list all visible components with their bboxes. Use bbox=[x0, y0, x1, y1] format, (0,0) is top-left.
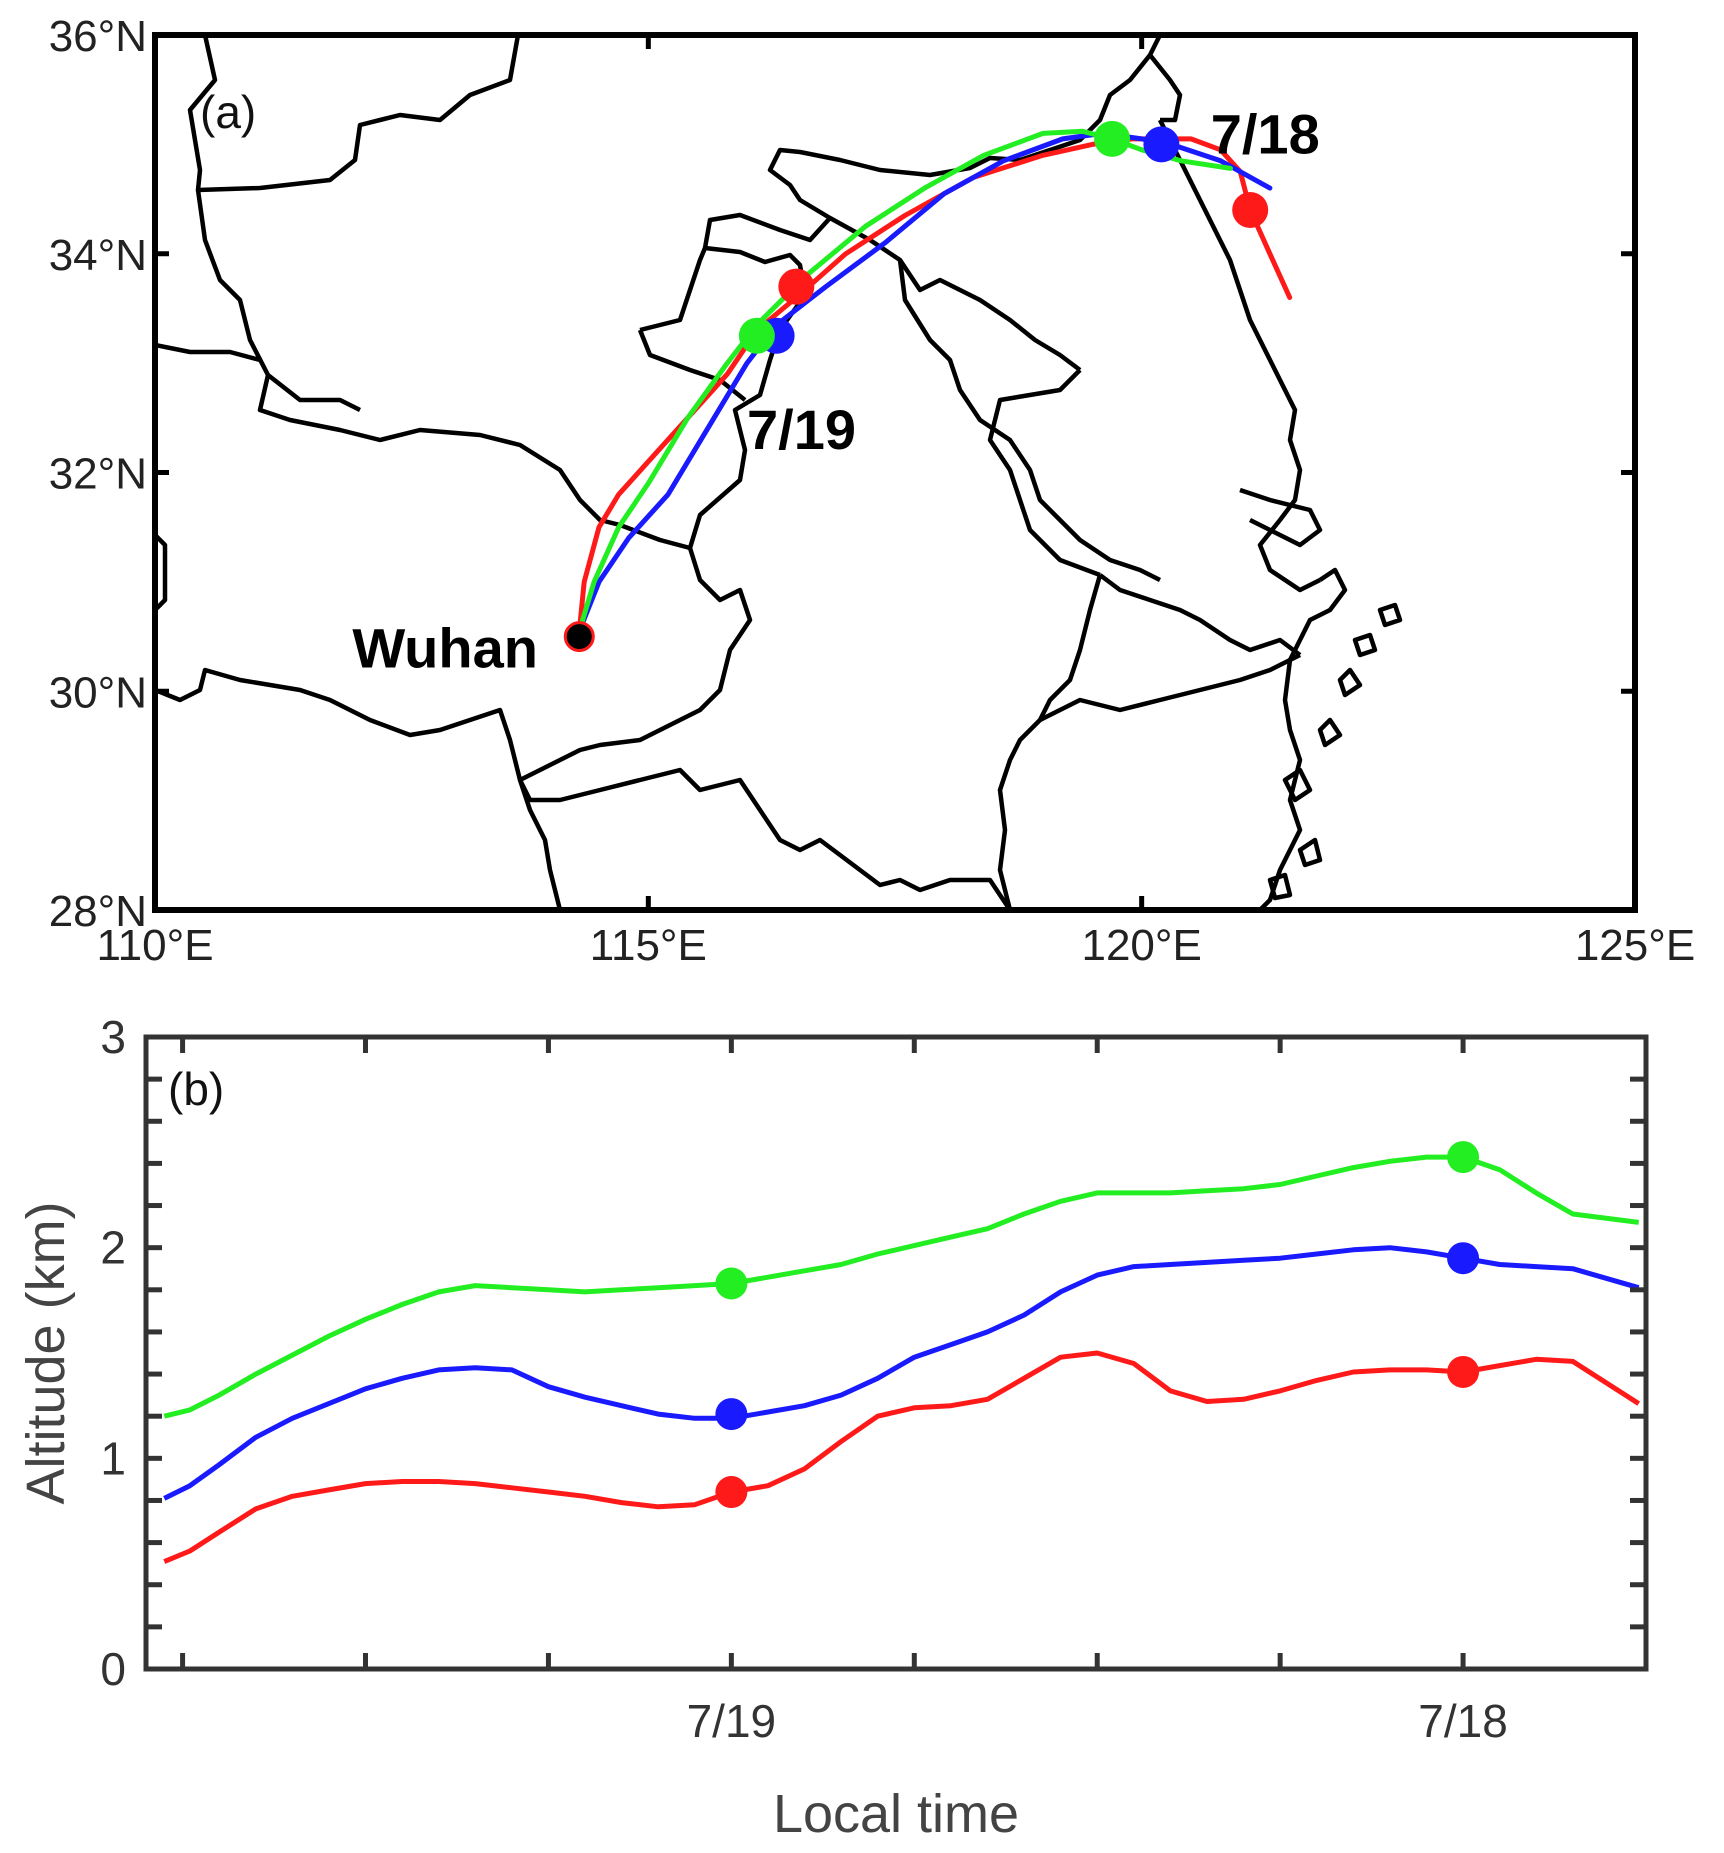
y-tick-label: 28°N bbox=[49, 887, 147, 936]
altitude-marker-green bbox=[715, 1267, 748, 1300]
y-tick-label: 34°N bbox=[49, 231, 147, 280]
boundary-line bbox=[1148, 53, 1183, 123]
trajectory-line-blue bbox=[576, 130, 1273, 634]
x-tick-label: 7/19 bbox=[687, 1695, 777, 1747]
origin-marker-wuhan bbox=[563, 621, 595, 653]
x-tick-label: 115°E bbox=[590, 921, 707, 970]
trajectory-line-green bbox=[576, 128, 1233, 634]
y-tick-label: 1 bbox=[100, 1432, 126, 1484]
boundary-line bbox=[1038, 652, 1302, 723]
altitude-panel: 7/19 7/18 0 1 2 3 (b) Local time Altitude (km… bbox=[16, 1011, 1649, 1844]
boundary-line bbox=[1267, 602, 1403, 901]
boundary-line bbox=[637, 329, 747, 402]
trajectory-marker-red bbox=[1232, 192, 1269, 228]
boundary-line bbox=[195, 189, 362, 413]
boundary-line bbox=[987, 368, 1101, 578]
boundary-line bbox=[155, 533, 168, 612]
y-tick-label: 30°N bbox=[49, 668, 147, 717]
altitude-marker-red bbox=[715, 1476, 748, 1509]
altitude-lines bbox=[163, 1141, 1641, 1564]
altitude-line-green bbox=[163, 1154, 1640, 1419]
boundary-line bbox=[155, 667, 1012, 910]
trajectory-tracks bbox=[576, 120, 1293, 634]
map-ticks: 110°E 115°E 120°E 125°E 28°N 30°N 32°N 34°N 36°N bbox=[49, 12, 1695, 970]
x-tick-label: 7/18 bbox=[1418, 1695, 1508, 1747]
annotation-7-19: 7/19 bbox=[747, 398, 856, 461]
altitude-marker-green bbox=[1447, 1141, 1480, 1174]
boundary-line bbox=[1239, 487, 1323, 548]
map-panel: 110°E 115°E 120°E 125°E 28°N 30°N 32°N 34°N 36°N… bbox=[49, 12, 1695, 970]
annotation-wuhan: Wuhan bbox=[352, 617, 538, 680]
trajectory-marker-green bbox=[738, 317, 775, 354]
boundary-line bbox=[828, 216, 1082, 372]
y-tick-label: 0 bbox=[100, 1643, 126, 1695]
y-tick-label: 2 bbox=[100, 1222, 126, 1274]
trajectory-marker-green bbox=[1094, 120, 1131, 157]
altitude-marker-blue bbox=[1447, 1242, 1480, 1275]
boundary-line bbox=[702, 35, 1163, 249]
altitude-marker-red bbox=[1447, 1355, 1480, 1388]
boundary-line bbox=[518, 547, 753, 783]
y-tick-label: 32°N bbox=[49, 450, 147, 499]
map-annotations: Wuhan 7/19 7/18 bbox=[352, 102, 1319, 679]
altitude-frame bbox=[143, 1034, 1649, 1672]
boundary-line bbox=[155, 342, 261, 363]
panel-label-a: (a) bbox=[200, 86, 256, 138]
boundary-line bbox=[1157, 118, 1322, 593]
trajectory-marker-blue bbox=[1143, 126, 1180, 163]
boundary-line bbox=[1258, 567, 1348, 910]
y-tick-label: 3 bbox=[100, 1011, 126, 1063]
y-axis-title: Altitude (km) bbox=[16, 1201, 76, 1504]
x-axis-title: Local time bbox=[773, 1784, 1019, 1844]
altitude-line-red bbox=[163, 1350, 1641, 1564]
altitude-marker-blue bbox=[715, 1398, 748, 1431]
boundary-line bbox=[517, 779, 563, 910]
boundary-line bbox=[187, 35, 521, 193]
x-tick-label: 120°E bbox=[1081, 921, 1201, 970]
panel-label-b: (b) bbox=[168, 1063, 224, 1115]
altitude-line-blue bbox=[163, 1245, 1640, 1501]
map-frame bbox=[152, 32, 1638, 913]
annotation-7-18: 7/18 bbox=[1211, 102, 1320, 165]
y-tick-label: 36°N bbox=[49, 12, 147, 61]
trajectory-marker-red bbox=[778, 268, 815, 305]
boundary-line bbox=[897, 259, 1162, 583]
boundary-line bbox=[997, 574, 1103, 910]
altitude-ticks: 7/19 7/18 0 1 2 3 bbox=[100, 1011, 1646, 1747]
boundary-line bbox=[257, 374, 691, 551]
x-tick-label: 125°E bbox=[1575, 921, 1695, 970]
trajectory-line-red bbox=[576, 136, 1293, 634]
x-tick-label: 110°E bbox=[96, 921, 213, 970]
boundary-line bbox=[1098, 573, 1302, 657]
province-boundaries bbox=[155, 35, 1403, 910]
